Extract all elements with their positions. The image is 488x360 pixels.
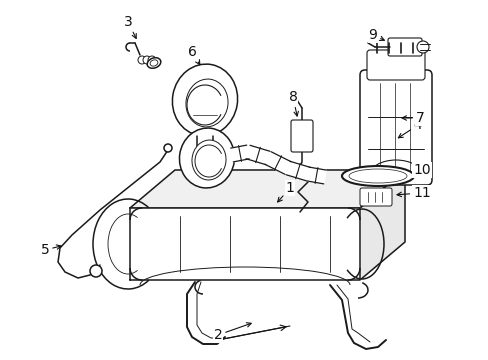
Ellipse shape: [172, 64, 237, 136]
Text: 11: 11: [396, 186, 430, 200]
Ellipse shape: [192, 140, 225, 180]
Circle shape: [138, 56, 146, 64]
Polygon shape: [285, 161, 309, 181]
Ellipse shape: [185, 79, 227, 127]
Polygon shape: [230, 145, 249, 162]
Text: 10: 10: [412, 163, 430, 177]
Polygon shape: [130, 208, 359, 280]
Text: 7: 7: [401, 111, 424, 125]
Circle shape: [416, 41, 428, 53]
Circle shape: [90, 265, 102, 277]
FancyBboxPatch shape: [290, 120, 312, 152]
Text: 5: 5: [41, 243, 61, 257]
Polygon shape: [130, 170, 404, 208]
Circle shape: [142, 56, 151, 64]
Ellipse shape: [147, 58, 161, 68]
Ellipse shape: [341, 166, 413, 186]
FancyBboxPatch shape: [366, 50, 424, 80]
FancyBboxPatch shape: [387, 38, 421, 56]
Ellipse shape: [179, 128, 234, 188]
Circle shape: [163, 144, 172, 152]
FancyBboxPatch shape: [359, 188, 391, 206]
Polygon shape: [245, 145, 269, 165]
Text: 2: 2: [213, 323, 251, 342]
FancyBboxPatch shape: [359, 70, 431, 185]
Text: 1: 1: [277, 181, 294, 202]
Polygon shape: [264, 152, 290, 174]
Text: 9: 9: [368, 28, 384, 42]
Text: 3: 3: [123, 15, 136, 39]
Ellipse shape: [348, 169, 406, 183]
Circle shape: [148, 56, 156, 64]
Polygon shape: [306, 167, 325, 184]
Text: 8: 8: [288, 90, 298, 116]
Text: 6: 6: [187, 45, 200, 64]
Polygon shape: [359, 170, 404, 280]
Ellipse shape: [150, 60, 158, 66]
Text: 4: 4: [398, 118, 422, 138]
